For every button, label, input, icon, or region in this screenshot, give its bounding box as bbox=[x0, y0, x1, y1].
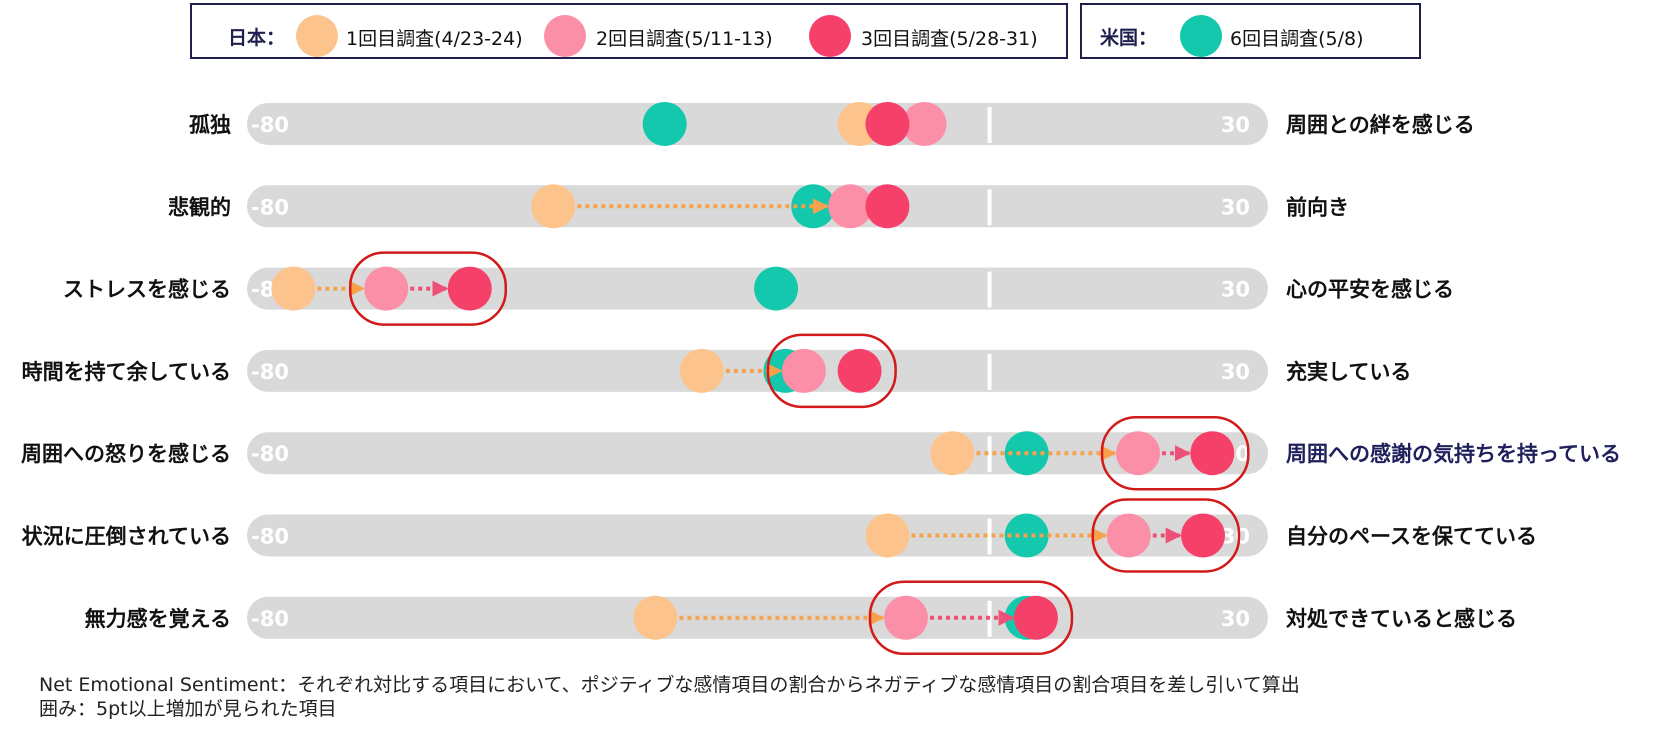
legend-dot-survey-3 bbox=[809, 15, 851, 57]
row-2-point-survey-1 bbox=[531, 184, 576, 229]
row-7-scale-track bbox=[247, 596, 1268, 639]
row-2-point-survey-2 bbox=[828, 184, 873, 229]
row-7-left-label: 無力感を覚える bbox=[85, 607, 231, 631]
row-7-point-survey-1 bbox=[633, 595, 678, 640]
row-5-right-label: 周囲への感謝の気持ちを持っている bbox=[1286, 442, 1621, 466]
row-4-point-survey-2 bbox=[781, 348, 826, 393]
row-2-scale-track bbox=[247, 185, 1268, 228]
row-4-left-label: 時間を持て余している bbox=[22, 360, 231, 384]
row-7-scale-min-label: -80 bbox=[251, 607, 289, 631]
row-2-point-survey-3 bbox=[865, 184, 910, 229]
row-6-point-survey-3 bbox=[1181, 513, 1226, 558]
footnote-definition: Net Emotional Sentiment：それぞれ対比する項目において、ポ… bbox=[39, 674, 1300, 696]
row-4-point-survey-3 bbox=[837, 348, 882, 393]
legend-japan: 日本： 1回目調査(4/23-24) 2回目調査(5/11-13) 3回目調査(… bbox=[190, 3, 1068, 59]
row-3-point-us-survey-6 bbox=[754, 266, 799, 311]
row-1-point-us-survey-6 bbox=[642, 102, 687, 146]
legend-dot-survey-2 bbox=[544, 15, 586, 57]
row-2-left-label: 悲観的 bbox=[168, 195, 231, 219]
row-1-point-survey-2 bbox=[902, 102, 947, 146]
row-7-right-label: 対処できていると感じる bbox=[1286, 607, 1517, 631]
row-6-scale-min-label: -80 bbox=[251, 525, 289, 549]
row-4-right-label: 充実している bbox=[1286, 360, 1411, 384]
legend-dot-survey-1 bbox=[296, 15, 338, 57]
row-6-point-survey-2 bbox=[1106, 513, 1151, 558]
row-4-point-survey-1 bbox=[679, 348, 724, 393]
row-4-scale-min-label: -80 bbox=[251, 360, 289, 384]
row-6-scale-max-label: 30 bbox=[1221, 525, 1250, 549]
row-3-highlight-ring bbox=[348, 251, 508, 326]
row-4-highlight-ring bbox=[766, 333, 897, 409]
legend-us: 米国： 6回目調査(5/8) bbox=[1080, 3, 1421, 59]
legend-label-survey-3: 3回目調査(5/28-31) bbox=[861, 28, 1038, 50]
legend-japan-label: 日本： bbox=[228, 27, 286, 49]
row-3-point-survey-1 bbox=[271, 266, 316, 311]
row-1-left-label: 孤独 bbox=[189, 113, 231, 137]
row-6-point-survey-1 bbox=[865, 513, 910, 558]
row-5-scale-min-label: -80 bbox=[251, 442, 289, 466]
row-3-point-survey-3 bbox=[447, 266, 492, 311]
row-1-right-label: 周囲との絆を感じる bbox=[1286, 113, 1475, 137]
row-4-scale-max-label: 30 bbox=[1221, 360, 1250, 384]
legend-dot-us-survey-6 bbox=[1180, 15, 1222, 57]
row-7-point-survey-2 bbox=[884, 595, 929, 640]
row-7-highlight-ring bbox=[868, 580, 1074, 656]
row-7-point-survey-3 bbox=[1013, 595, 1058, 640]
row-2-scale-min-label: -80 bbox=[251, 195, 289, 219]
footnote-circle-legend: 囲み：5pt以上増加が見られた項目 bbox=[39, 698, 337, 720]
row-3-left-label: ストレスを感じる bbox=[63, 278, 231, 302]
row-7-scale-max-label: 30 bbox=[1221, 607, 1250, 631]
legend-us-label: 米国： bbox=[1100, 27, 1158, 49]
row-5-highlight-ring bbox=[1100, 415, 1250, 491]
row-1-scale-track bbox=[247, 103, 1268, 145]
row-6-left-label: 状況に圧倒されている bbox=[22, 525, 231, 549]
row-4-scale-track bbox=[247, 349, 1268, 392]
row-2-right-label: 前向き bbox=[1286, 195, 1349, 219]
row-1-point-survey-3 bbox=[865, 102, 910, 146]
row-5-point-survey-1 bbox=[930, 431, 975, 476]
row-5-point-survey-3 bbox=[1190, 431, 1235, 476]
row-3-right-label: 心の平安を感じる bbox=[1286, 278, 1454, 302]
legend-label-survey-2: 2回目調査(5/11-13) bbox=[596, 28, 773, 50]
legend-label-survey-1: 1回目調査(4/23-24) bbox=[346, 28, 523, 50]
row-3-point-survey-2 bbox=[364, 266, 409, 311]
row-1-scale-min-label: -80 bbox=[251, 113, 289, 137]
row-2-scale-max-label: 30 bbox=[1221, 195, 1250, 219]
row-5-left-label: 周囲への怒りを感じる bbox=[21, 442, 231, 466]
legend-label-us-survey-6: 6回目調査(5/8) bbox=[1230, 28, 1364, 50]
row-1-scale-max-label: 30 bbox=[1221, 113, 1250, 137]
row-6-right-label: 自分のペースを保てている bbox=[1286, 525, 1537, 549]
row-3-scale-max-label: 30 bbox=[1221, 278, 1250, 302]
row-5-point-survey-2 bbox=[1116, 431, 1161, 476]
row-6-highlight-ring bbox=[1091, 498, 1241, 573]
